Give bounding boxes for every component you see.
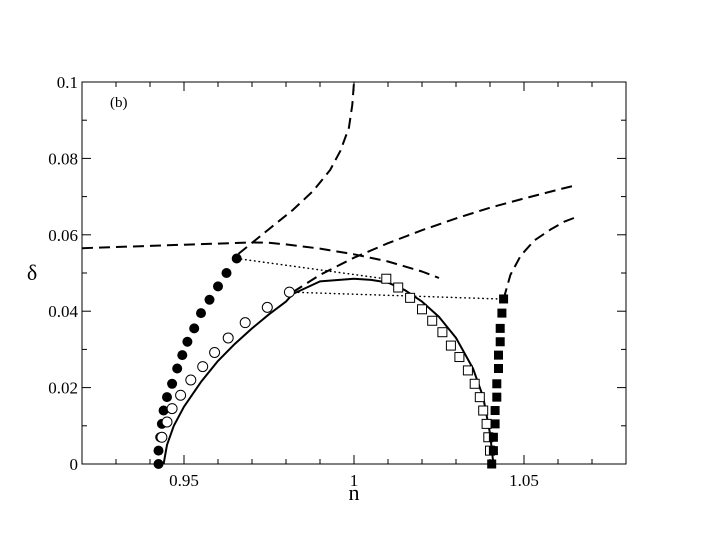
filled-circle-marker: [153, 459, 164, 469]
open-square-marker: [469, 378, 480, 389]
filled-square-marker: [492, 392, 502, 402]
filled-circle-marker: [158, 405, 169, 416]
x-tick-label-0: 0.95: [169, 471, 199, 490]
y-tick-label-2: 0.04: [48, 302, 78, 321]
filled-circle-marker: [204, 294, 215, 305]
x-tick-label-2: 1.05: [509, 471, 539, 490]
open-square-marker: [478, 405, 489, 416]
y-tick-label-4: 0.08: [48, 149, 78, 168]
y-tick-label-5: 0.1: [57, 73, 78, 92]
open-square-marker: [381, 273, 392, 284]
filled-square-marker: [494, 350, 503, 360]
filled-square-marker: [487, 459, 497, 469]
filled-circle-marker: [221, 268, 232, 278]
filled-square-marker: [495, 337, 505, 347]
filled-square-marker: [488, 432, 498, 442]
open-circle-marker: [261, 301, 273, 313]
solid-curve-4: [162, 277, 495, 465]
open-circle-marker: [197, 361, 209, 373]
dotted-curve-5: [235, 257, 386, 280]
filled-circle-marker: [167, 378, 178, 389]
open-circle-marker: [283, 286, 295, 298]
filled-circle-marker: [162, 392, 172, 403]
open-circle-marker: [222, 332, 234, 344]
open-circle-marker: [175, 389, 187, 401]
series-layer: [81, 81, 576, 465]
open-square-marker: [417, 304, 427, 315]
open-circle-marker: [161, 416, 173, 428]
open-square-marker: [437, 327, 448, 338]
open-square-marker: [462, 365, 473, 376]
y-tick-label-3: 0.06: [48, 226, 78, 245]
open-square-marker: [393, 282, 404, 293]
filled-square-marker: [495, 323, 505, 333]
filled-circle-marker: [177, 350, 188, 361]
filled-square-marker: [490, 419, 500, 429]
open-square-marker: [481, 418, 492, 429]
open-square-marker: [454, 352, 465, 363]
filled-circle-marker: [182, 336, 193, 347]
x-axis-label: n: [349, 480, 360, 505]
open-square-marker: [445, 340, 456, 351]
open-square-marker: [474, 392, 485, 403]
dashed-curve-2: [292, 184, 576, 293]
dotted-curve-6: [288, 291, 501, 300]
filled-square-marker: [492, 379, 502, 389]
open-circle-marker: [239, 317, 251, 329]
x-tick-label-1: 1: [350, 471, 359, 490]
y-tick-label-0: 0: [70, 455, 79, 474]
filled-circle-marker: [231, 253, 242, 264]
dashed-curve-1: [237, 81, 355, 255]
y-tick-label-1: 0.02: [48, 379, 78, 398]
dashed-curve-3: [502, 216, 576, 300]
filled-circle-marker: [189, 323, 200, 334]
filled-circle-marker: [213, 281, 223, 292]
open-square-marker: [405, 292, 416, 303]
tick-layer: 0.95 1 1.05 0 0.02 0.04 0.06 0.08 0.1: [48, 73, 626, 490]
filled-circle-marker: [153, 445, 164, 456]
open-circle-marker: [185, 374, 197, 386]
y-axis-label: δ: [27, 260, 37, 285]
markers-layer: [153, 253, 509, 469]
filled-circle-marker: [196, 308, 206, 319]
filled-square-marker: [488, 446, 498, 456]
panel-label: (b): [110, 95, 128, 111]
filled-circle-marker: [172, 363, 183, 374]
open-square-marker: [427, 315, 438, 326]
open-circle-marker: [209, 346, 221, 358]
filled-square-marker: [497, 308, 507, 318]
open-circle-marker: [166, 403, 178, 415]
open-circle-marker: [156, 431, 168, 443]
dashed-curve-0: [81, 241, 440, 279]
filled-square-marker: [499, 294, 509, 304]
filled-square-marker: [494, 364, 503, 373]
filled-square-marker: [490, 406, 500, 416]
